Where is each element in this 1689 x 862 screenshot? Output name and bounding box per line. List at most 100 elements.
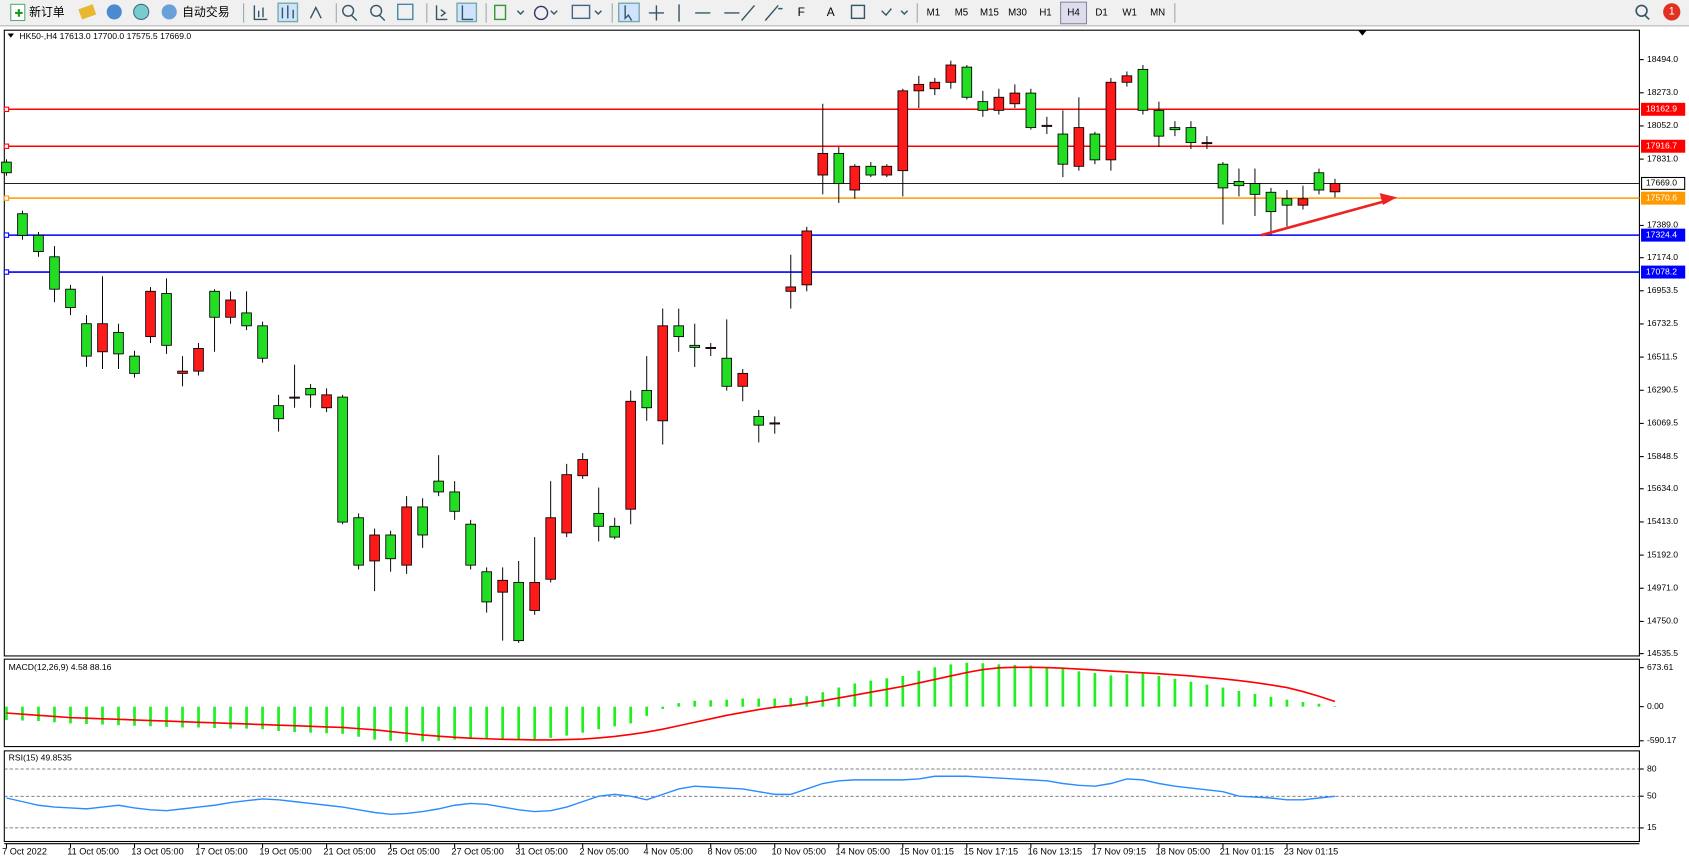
svg-text:F: F bbox=[798, 5, 805, 19]
macd-bar bbox=[309, 706, 312, 733]
macd-bar bbox=[229, 706, 232, 729]
candle-body bbox=[1105, 81, 1117, 161]
shift-marker bbox=[1358, 30, 1367, 36]
x-tick-label: 16 Nov 13:15 bbox=[1028, 847, 1082, 857]
macd-bar bbox=[389, 706, 392, 741]
macd-bar bbox=[821, 692, 825, 707]
candle-body bbox=[513, 581, 524, 642]
macd-bar bbox=[261, 706, 264, 730]
candle-body bbox=[881, 165, 893, 176]
new-order-label[interactable]: 新订单 bbox=[29, 5, 65, 19]
x-tick-label: 8 Nov 05:00 bbox=[708, 847, 757, 857]
macd-bar bbox=[501, 706, 505, 740]
candle-body bbox=[305, 387, 316, 396]
macd-bar bbox=[213, 706, 216, 729]
toolbar-bg bbox=[0, 0, 1689, 26]
signal-line bbox=[6, 666, 1336, 741]
macd-bar bbox=[37, 706, 40, 722]
icon[interactable] bbox=[78, 4, 97, 20]
candle-body bbox=[1137, 68, 1149, 111]
y-tick-label: 14971.0 bbox=[1647, 583, 1678, 593]
active-timeframe-box bbox=[1060, 1, 1088, 25]
candle-body bbox=[1217, 163, 1229, 189]
icon[interactable] bbox=[106, 4, 122, 20]
x-tick-label: 31 Oct 05:00 bbox=[515, 847, 567, 857]
macd-bar bbox=[677, 703, 681, 707]
new-order-button[interactable]: 新订单 bbox=[10, 3, 65, 22]
macd-bar bbox=[1109, 675, 1113, 707]
auto-trading-button[interactable]: 自动交易 bbox=[161, 4, 230, 20]
candle-body bbox=[689, 344, 701, 348]
separators bbox=[243, 3, 1176, 23]
macd-bar bbox=[469, 706, 472, 740]
candle-body bbox=[257, 325, 268, 359]
timeframe-button[interactable]: MN bbox=[1150, 8, 1165, 19]
candle-body bbox=[833, 152, 845, 184]
chart-title: HK50-,H4 17613.0 17700.0 17575.5 17669.0 bbox=[19, 31, 191, 41]
candle-body bbox=[401, 506, 412, 566]
macd-bar bbox=[981, 663, 985, 707]
macd-bar bbox=[325, 706, 328, 734]
candle-body bbox=[97, 323, 108, 353]
macd-title: MACD(12,26,9) 4.58 88.16 bbox=[9, 662, 112, 672]
price-panel bbox=[3, 29, 1640, 657]
candle-body bbox=[897, 90, 909, 172]
timeframe-button[interactable]: M1 bbox=[927, 8, 940, 19]
candle-body bbox=[241, 312, 252, 327]
y-tick-label: 18494.0 bbox=[1647, 54, 1678, 64]
candle-body bbox=[977, 101, 989, 111]
macd-bar bbox=[1189, 681, 1193, 707]
x-tick-label: 15 Nov 01:15 bbox=[900, 847, 954, 857]
level-label: 17669.0 bbox=[1646, 178, 1677, 188]
macd-bar bbox=[1301, 702, 1305, 707]
macd-bar bbox=[581, 706, 585, 733]
timeframe-button[interactable]: M15 bbox=[980, 8, 999, 19]
timeframe-button[interactable]: H4 bbox=[1067, 8, 1080, 19]
candle-body bbox=[657, 325, 669, 422]
candle-body bbox=[721, 357, 733, 387]
y-tick-label: 16069.5 bbox=[1647, 418, 1678, 428]
timeframes: M1 M5 M15 M30 H1 H4 D1 W1 MN bbox=[927, 8, 1165, 19]
auto-trading-label[interactable]: 自动交易 bbox=[182, 5, 229, 19]
level-label-bg bbox=[1641, 265, 1686, 279]
timeframe-button[interactable]: D1 bbox=[1095, 8, 1107, 19]
icon[interactable] bbox=[133, 3, 150, 20]
candle-body bbox=[1201, 142, 1213, 145]
y-tick-label: 18052.0 bbox=[1647, 120, 1678, 130]
macd-bar bbox=[1269, 696, 1273, 707]
candle-body bbox=[145, 290, 156, 338]
macd-bar bbox=[533, 706, 537, 740]
macd-bar bbox=[901, 675, 905, 707]
timeframe-button[interactable]: H1 bbox=[1039, 8, 1051, 19]
y-tick-label: -590.17 bbox=[1647, 735, 1676, 745]
timeframe-button[interactable]: M5 bbox=[955, 8, 968, 19]
macd-bar bbox=[757, 698, 761, 707]
level-handle bbox=[3, 143, 10, 149]
candle-body bbox=[1297, 198, 1309, 206]
rsi-title: RSI(15) 49.8535 bbox=[9, 753, 72, 763]
search-icon[interactable] bbox=[1635, 4, 1648, 17]
level-label-bg bbox=[1641, 191, 1686, 205]
search-icon[interactable] bbox=[1644, 14, 1650, 20]
macd-bar bbox=[725, 699, 729, 707]
notification-badge[interactable] bbox=[1663, 3, 1681, 21]
macd-bar bbox=[549, 706, 553, 738]
candle-body bbox=[209, 290, 220, 318]
y-tick-label: 16290.5 bbox=[1647, 385, 1678, 395]
macd-bar bbox=[1205, 684, 1209, 707]
candle-body bbox=[1041, 124, 1053, 127]
timeframe-button[interactable]: W1 bbox=[1122, 8, 1137, 19]
candle-body bbox=[1153, 109, 1165, 137]
timeframe-button[interactable]: M30 bbox=[1008, 8, 1027, 19]
candle-body bbox=[1313, 172, 1325, 191]
svg-text:A: A bbox=[827, 5, 835, 19]
macd-bar bbox=[245, 706, 248, 729]
candle-body bbox=[49, 256, 60, 290]
candle-body bbox=[593, 512, 604, 527]
icon bbox=[161, 4, 177, 20]
marks: 18494.0 18273.0 18052.0 17831.0 17389.0 17174… bbox=[1, 54, 1686, 857]
y-tick-label: 14750.0 bbox=[1647, 616, 1678, 626]
